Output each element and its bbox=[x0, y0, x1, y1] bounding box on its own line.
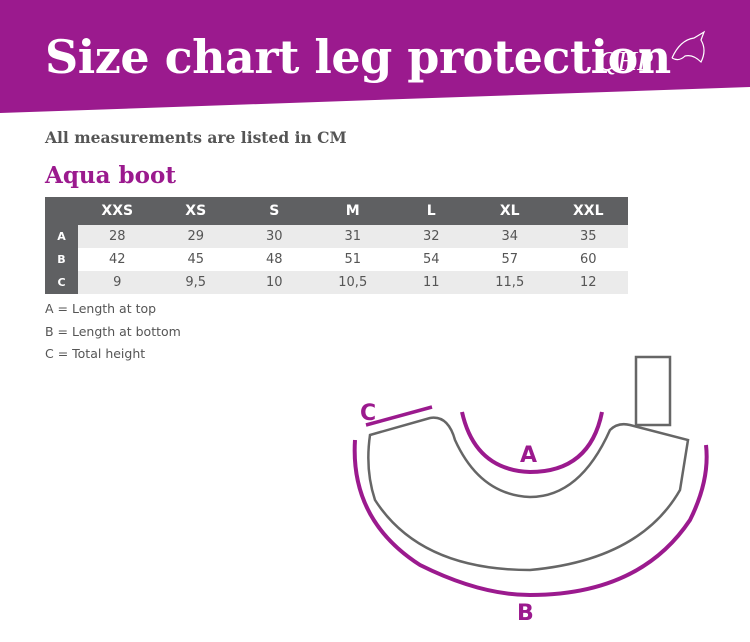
table-row: C 9 9,5 10 10,5 11 11,5 12 bbox=[45, 271, 628, 294]
row-label: C bbox=[45, 271, 78, 294]
table-row: B 42 45 48 51 54 57 60 bbox=[45, 248, 628, 271]
header-row: XXS XS S M L XL XXL bbox=[45, 197, 628, 225]
cell: 11 bbox=[392, 271, 471, 294]
cell: 54 bbox=[422, 252, 440, 267]
cell: 35 bbox=[549, 225, 628, 248]
cell: 42 bbox=[108, 252, 126, 267]
diagram-label: A bbox=[520, 443, 537, 468]
cell: 34 bbox=[470, 225, 549, 248]
subtitle: All measurements are listed in CM bbox=[45, 128, 347, 147]
column-header: XS bbox=[156, 197, 235, 225]
row-label: A bbox=[45, 225, 78, 248]
column-header: S bbox=[235, 197, 314, 225]
cell: 31 bbox=[313, 225, 392, 248]
size-table: XXS XS S M L XL XXL A 28 29 30 31 32 34 35 B 42 45 48 51 54 5… bbox=[45, 197, 628, 294]
diagram-label: B bbox=[517, 601, 534, 626]
diagram-label: C bbox=[360, 401, 376, 426]
legend-item: C = Total height bbox=[45, 346, 146, 361]
cell: 28 bbox=[78, 225, 157, 248]
cell: 51 bbox=[344, 252, 362, 267]
legend-item: B = Length at bottom bbox=[45, 323, 181, 339]
corner-cell bbox=[45, 197, 78, 225]
cell: 32 bbox=[392, 225, 471, 248]
header-banner bbox=[0, 0, 750, 113]
column-header: XXS bbox=[78, 197, 157, 225]
cell: 11,5 bbox=[470, 271, 549, 294]
cell: 29 bbox=[156, 225, 235, 248]
product-name: Aqua boot bbox=[45, 162, 176, 189]
column-header: XXL bbox=[549, 197, 628, 225]
cell: 57 bbox=[501, 252, 519, 267]
legend-item: A = Length at top bbox=[45, 301, 157, 316]
cell: 30 bbox=[235, 225, 314, 248]
cell: 12 bbox=[549, 271, 628, 294]
cell: 48 bbox=[265, 252, 283, 267]
cell: 10,5 bbox=[313, 271, 392, 294]
row-label: B bbox=[45, 248, 78, 271]
column-header: XL bbox=[470, 197, 549, 225]
cell: 10 bbox=[235, 271, 314, 294]
cell: 9 bbox=[78, 271, 157, 294]
cell: 45 bbox=[187, 252, 205, 267]
cell: 9,5 bbox=[156, 271, 235, 294]
table-row: A 28 29 30 31 32 34 35 bbox=[45, 225, 628, 248]
cell: 60 bbox=[579, 252, 597, 267]
column-header: M bbox=[313, 197, 392, 225]
title: Size chart leg protection bbox=[45, 30, 671, 84]
column-header: L bbox=[392, 197, 471, 225]
logo: QHP bbox=[598, 46, 654, 76]
